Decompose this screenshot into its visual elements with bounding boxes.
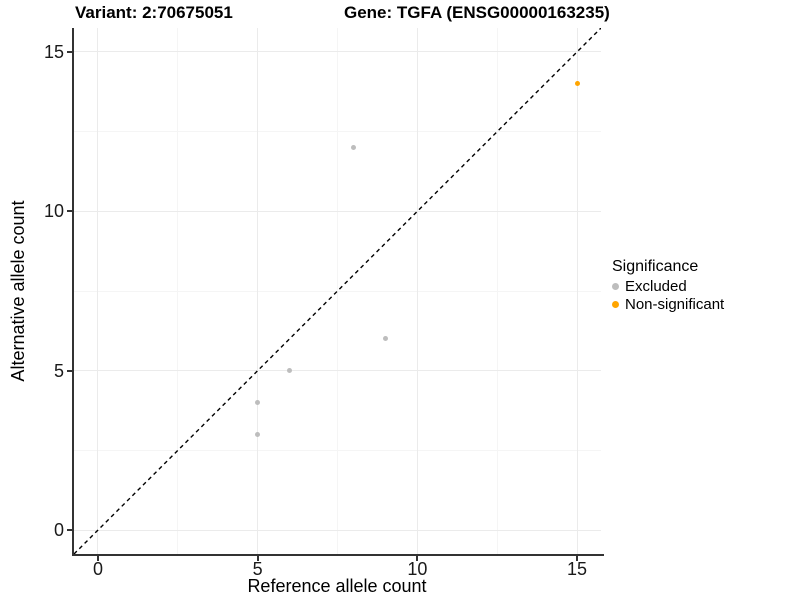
y-axis-tick [67, 529, 72, 532]
legend-item-non-significant: Non-significant [612, 295, 724, 313]
x-axis-title: Reference allele count [247, 576, 427, 596]
grid-major-vertical [257, 28, 259, 554]
y-axis-tick [67, 50, 72, 53]
identity-dashed-line [74, 28, 601, 554]
data-point-excluded [287, 368, 293, 374]
data-point-excluded [350, 145, 356, 151]
plot-panel [74, 28, 601, 554]
grid-major-horizontal [74, 529, 601, 531]
grid-major-horizontal [74, 370, 601, 372]
x-axis-tick [96, 556, 99, 561]
grid-major-horizontal [74, 51, 601, 53]
legend-item-excluded: Excluded [612, 277, 724, 295]
data-point-non-significant [574, 81, 580, 87]
plot-title-gene: Gene: TGFA (ENSG00000163235) [344, 3, 610, 22]
y-tick-label: 5 [53, 360, 64, 381]
x-tick-label: 5 [252, 559, 263, 579]
y-tick-label: 10 [43, 201, 64, 222]
y-axis-line [72, 28, 74, 556]
data-point-excluded [255, 400, 261, 406]
x-axis-line [72, 554, 604, 556]
x-tick-label: 10 [407, 559, 428, 579]
legend: Significance Excluded Non-significant [612, 257, 724, 313]
y-tick-label: 0 [53, 520, 64, 541]
x-axis-tick [576, 556, 579, 561]
x-tick-label: 15 [567, 559, 588, 579]
grid-major-horizontal [74, 210, 601, 212]
legend-title: Significance [612, 258, 699, 275]
grid-major-vertical [576, 28, 578, 554]
legend-item-label: Non-significant [625, 295, 725, 313]
x-axis-tick [256, 556, 259, 561]
legend-key-dot [612, 300, 619, 308]
grid-minor-horizontal [74, 290, 601, 292]
data-point-excluded [255, 431, 261, 437]
data-point-excluded [382, 336, 388, 342]
x-tick-label: 0 [92, 559, 103, 579]
grid-minor-horizontal [74, 131, 601, 133]
y-tick-label: 15 [43, 41, 64, 62]
legend-key-dot [612, 282, 619, 290]
grid-major-vertical [416, 28, 418, 554]
grid-minor-horizontal [74, 449, 601, 451]
y-axis-title: Alternative allele count [8, 200, 28, 382]
y-axis-tick [67, 210, 72, 213]
legend-item-label: Excluded [625, 277, 687, 295]
legend-items: Excluded Non-significant [612, 277, 724, 313]
grid-major-vertical [97, 28, 99, 554]
y-axis-tick [67, 369, 72, 372]
plot-title-variant: Variant: 2:70675051 [75, 3, 233, 22]
x-axis-tick [416, 556, 419, 561]
